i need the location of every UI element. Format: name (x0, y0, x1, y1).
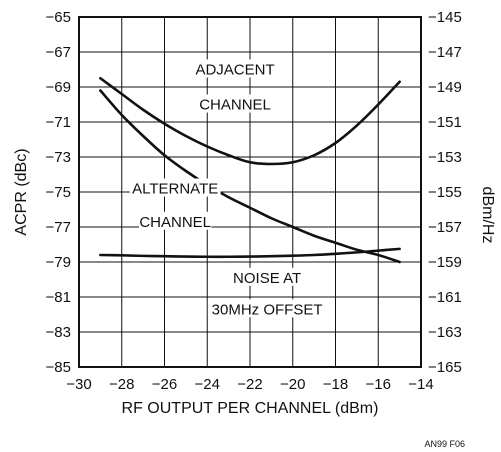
series-line-0 (99, 76, 401, 166)
x-tick-label: −20 (280, 376, 305, 393)
x-tick-label: −30 (66, 376, 91, 393)
x-tick-labels: −30 −28 −26 −24 −22 −20 −18 −16 −14 (66, 376, 433, 393)
x-tick-label: −16 (366, 376, 391, 393)
y-tick-label: −67 (46, 44, 71, 61)
annotation-label: NOISE AT (233, 270, 301, 287)
y-tick-label: −77 (46, 219, 71, 236)
y-tick-label: −71 (46, 114, 71, 131)
annotation-label: ADJACENT (195, 62, 274, 79)
y2-tick-label: −157 (428, 219, 462, 236)
annotation-background (226, 267, 308, 286)
annotation-label: ALTERNATE (132, 181, 218, 198)
y2-tick-labels: −145 −147 −149 −151 −153 −155 −157 −159 −161 −163… (428, 9, 462, 376)
y-tick-label: −75 (46, 184, 71, 201)
x-tick-label: −24 (195, 376, 220, 393)
y2-tick-label: −147 (428, 44, 462, 61)
y2-tick-label: −149 (428, 79, 462, 96)
y2-tick-label: −145 (428, 9, 462, 26)
annotation-label: CHANNEL (199, 97, 271, 114)
y2-tick-label: −153 (428, 149, 462, 166)
annotations: ADJACENT CHANNEL ALTERNATE CHANNEL NOISE AT 3… (129, 59, 327, 318)
x-tick-label: −28 (109, 376, 134, 393)
y2-tick-label: −165 (428, 359, 462, 376)
grid-lines (78, 16, 422, 368)
annotation-label: CHANNEL (139, 214, 211, 231)
y-tick-labels: −65 −67 −69 −71 −73 −75 −77 −79 −81 −83 −85 (46, 9, 71, 376)
y-tick-label: −83 (46, 324, 71, 341)
series-line-2 (99, 247, 401, 259)
x-tick-label: −26 (152, 376, 177, 393)
figure-id: AN99 F06 (424, 439, 465, 449)
series-lines (99, 76, 401, 264)
y2-tick-label: −159 (428, 254, 462, 271)
annotation-background (207, 299, 327, 318)
y-tick-label: −81 (46, 289, 71, 306)
x-tick-label: −18 (323, 376, 348, 393)
x-tick-label: −22 (237, 376, 262, 393)
annotation-background (198, 94, 272, 113)
y2-axis-label: dBm/Hz (479, 187, 496, 244)
y2-tick-label: −155 (428, 184, 462, 201)
y-tick-label: −65 (46, 9, 71, 26)
plot-frame (78, 16, 422, 368)
annotation-background (129, 178, 221, 197)
y-axis-label: ACPR (dBc) (13, 148, 30, 235)
annotation-background (194, 59, 276, 78)
y2-tick-label: −151 (428, 114, 462, 131)
annotation-background (138, 211, 212, 230)
y-tick-label: −79 (46, 254, 71, 271)
y-tick-label: −69 (46, 79, 71, 96)
x-tick-label: −14 (408, 376, 433, 393)
series-line-1 (99, 89, 401, 264)
annotation-label: 30MHz OFFSET (212, 301, 323, 318)
y-tick-label: −85 (46, 359, 71, 376)
y-tick-label: −73 (46, 149, 71, 166)
y2-tick-label: −161 (428, 289, 462, 306)
x-axis-label: RF OUTPUT PER CHANNEL (dBm) (122, 400, 379, 417)
y2-tick-label: −163 (428, 324, 462, 341)
